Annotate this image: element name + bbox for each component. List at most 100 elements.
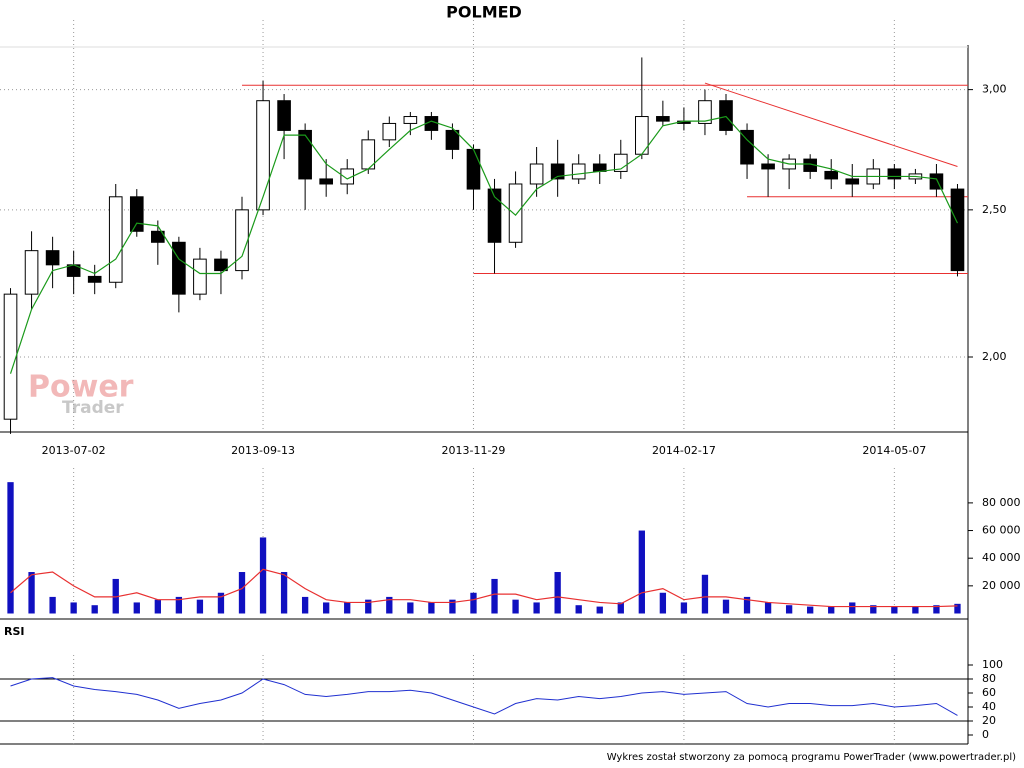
candle-body xyxy=(382,122,397,141)
y-tick-label: 0 xyxy=(982,728,989,741)
volume-bar xyxy=(807,606,814,614)
candle-body xyxy=(172,241,186,295)
y-tick-label: 20 000 xyxy=(982,579,1021,592)
candle-body xyxy=(929,173,944,190)
y-tick-label: 60 xyxy=(982,686,996,699)
candle-body xyxy=(3,293,18,420)
y-tick-label: 100 xyxy=(982,658,1003,671)
candle-body xyxy=(256,100,270,211)
candle-body xyxy=(487,188,502,243)
volume-bar xyxy=(449,599,456,614)
volume-bar xyxy=(301,596,309,614)
volume-bar xyxy=(933,605,940,614)
volume-bar xyxy=(323,602,330,614)
candle-body xyxy=(235,209,249,272)
y-tick-label: 80 000 xyxy=(982,496,1021,509)
volume-bar xyxy=(238,572,246,614)
candle-body xyxy=(298,129,312,180)
y-tick-label: 60 000 xyxy=(982,524,1021,537)
candle-body xyxy=(24,250,39,295)
candle-body xyxy=(319,178,333,185)
volume-bar xyxy=(91,605,98,614)
candle-body xyxy=(87,275,102,283)
volume-bar xyxy=(785,605,793,614)
y-tick-label: 3,00 xyxy=(982,83,1007,96)
x-tick-label: 2013-11-29 xyxy=(442,444,506,457)
candle-body xyxy=(887,168,902,180)
rsi-line xyxy=(10,677,958,716)
volume-bar xyxy=(828,606,835,614)
volume-bar xyxy=(575,605,582,614)
candle-body xyxy=(214,258,228,272)
volume-bar xyxy=(722,599,730,614)
volume-bar xyxy=(28,572,35,614)
volume-bar xyxy=(365,599,372,614)
volume-bar xyxy=(533,602,540,614)
candle-body xyxy=(108,196,123,283)
x-tick-label: 2014-05-07 xyxy=(862,444,926,457)
x-tick-label: 2013-09-13 xyxy=(231,444,295,457)
watermark: Power xyxy=(28,370,134,405)
candle-body xyxy=(529,163,544,185)
y-tick-label: 80 xyxy=(982,672,996,685)
candle-body xyxy=(45,250,60,266)
volume-bar xyxy=(870,605,877,614)
candle-body xyxy=(698,100,712,124)
chart-title: POLMED xyxy=(446,3,522,22)
volume-bar xyxy=(596,606,603,614)
candle-body xyxy=(403,116,418,124)
y-tick-label: 2,50 xyxy=(982,203,1007,216)
candle-body xyxy=(824,170,839,180)
volume-bar xyxy=(701,574,709,614)
volume-bar xyxy=(912,606,919,614)
x-tick-label: 2014-02-17 xyxy=(652,444,716,457)
volume-bar xyxy=(407,602,414,614)
candle-body xyxy=(508,183,523,243)
candle-body xyxy=(193,258,207,295)
volume-bar xyxy=(217,592,225,614)
y-tick-label: 2,00 xyxy=(982,350,1007,363)
volume-bar xyxy=(891,606,898,614)
watermark: Trader xyxy=(62,398,124,418)
volume-bar xyxy=(154,599,161,614)
volume-bar xyxy=(849,602,856,614)
candle-body xyxy=(550,163,565,180)
volume-bar xyxy=(954,603,961,614)
volume-bar xyxy=(344,602,351,614)
candle-body xyxy=(445,129,460,150)
trend-line xyxy=(704,82,958,167)
candle-body xyxy=(129,196,144,232)
candle-body xyxy=(656,116,670,122)
volume-bar xyxy=(196,599,204,614)
volume-bar xyxy=(259,537,267,614)
volume-bar xyxy=(49,596,56,614)
volume-bar xyxy=(491,578,498,614)
volume-bar xyxy=(512,599,519,614)
volume-bar xyxy=(428,602,435,614)
volume-bar xyxy=(470,592,477,614)
volume-bar xyxy=(638,530,645,614)
candle-body xyxy=(719,100,733,131)
candle-body xyxy=(740,129,754,165)
volume-bar xyxy=(175,596,183,614)
volume-bar xyxy=(7,482,14,614)
candle-body xyxy=(277,100,291,131)
y-tick-label: 40 000 xyxy=(982,551,1021,564)
volume-bar xyxy=(112,578,119,614)
candle-body xyxy=(571,163,586,180)
candle-body xyxy=(761,163,775,170)
volume-bar xyxy=(554,572,561,614)
candle-body xyxy=(845,178,860,185)
volume-bar xyxy=(659,592,667,614)
volume-bar xyxy=(680,602,688,614)
candle-body xyxy=(466,148,481,190)
volume-bar xyxy=(386,596,393,614)
volume-average xyxy=(10,568,958,608)
volume-bar xyxy=(617,602,624,614)
volume-bar xyxy=(764,602,772,614)
footer: Wykres został stworzony za pomocą progra… xyxy=(607,752,1016,763)
candle-body xyxy=(950,188,965,272)
y-tick-label: 20 xyxy=(982,714,996,727)
